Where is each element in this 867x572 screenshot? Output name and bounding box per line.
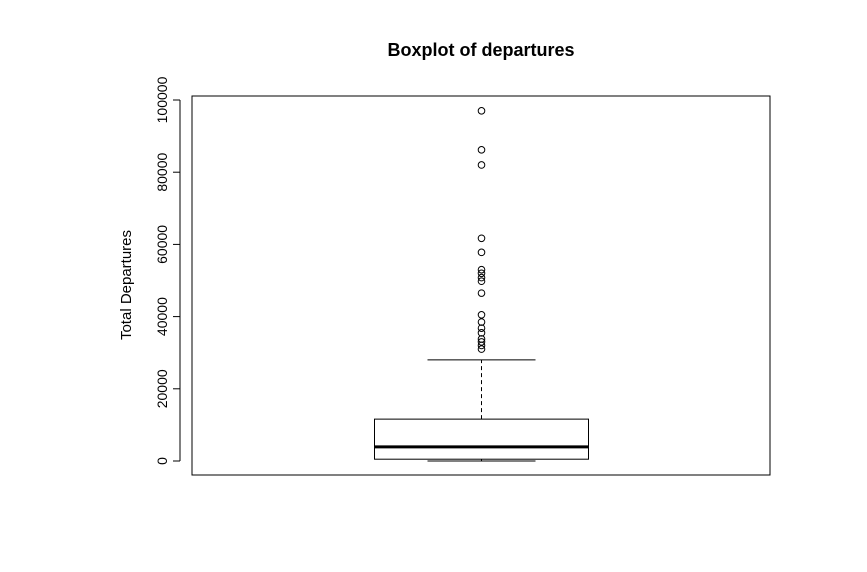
outlier-point: [477, 318, 486, 326]
outlier-points: [477, 107, 486, 353]
iqr-box: [374, 418, 589, 460]
y-tick-label: 80000: [154, 153, 170, 192]
outlier-point: [477, 329, 486, 337]
outlier-point: [477, 161, 486, 169]
outlier-point: [477, 265, 486, 274]
outlier-point: [477, 338, 486, 346]
y-tick-label: 0: [154, 457, 170, 465]
outlier-point: [477, 107, 486, 115]
y-tick-label: 20000: [154, 369, 170, 408]
y-tick-label: 60000: [154, 225, 170, 264]
outlier-point: [477, 289, 486, 297]
outlier-point: [477, 269, 486, 278]
y-axis: 0 20000 40000 60000 80000 100000: [154, 76, 181, 465]
box-group: [374, 359, 589, 462]
y-tick-label: 40000: [154, 297, 170, 336]
outlier-point: [477, 277, 486, 286]
y-axis-label: Total Departures: [118, 230, 135, 340]
outlier-point: [477, 248, 486, 257]
outlier-point: [477, 310, 486, 319]
y-tick-label: 100000: [154, 76, 170, 123]
outlier-point: [477, 324, 486, 332]
outlier-point: [477, 345, 486, 353]
outlier-point: [477, 234, 486, 243]
outlier-point: [477, 146, 486, 154]
plot-frame: [191, 95, 771, 476]
chart-title: Boxplot of departures: [387, 40, 574, 60]
outlier-point: [477, 273, 486, 282]
